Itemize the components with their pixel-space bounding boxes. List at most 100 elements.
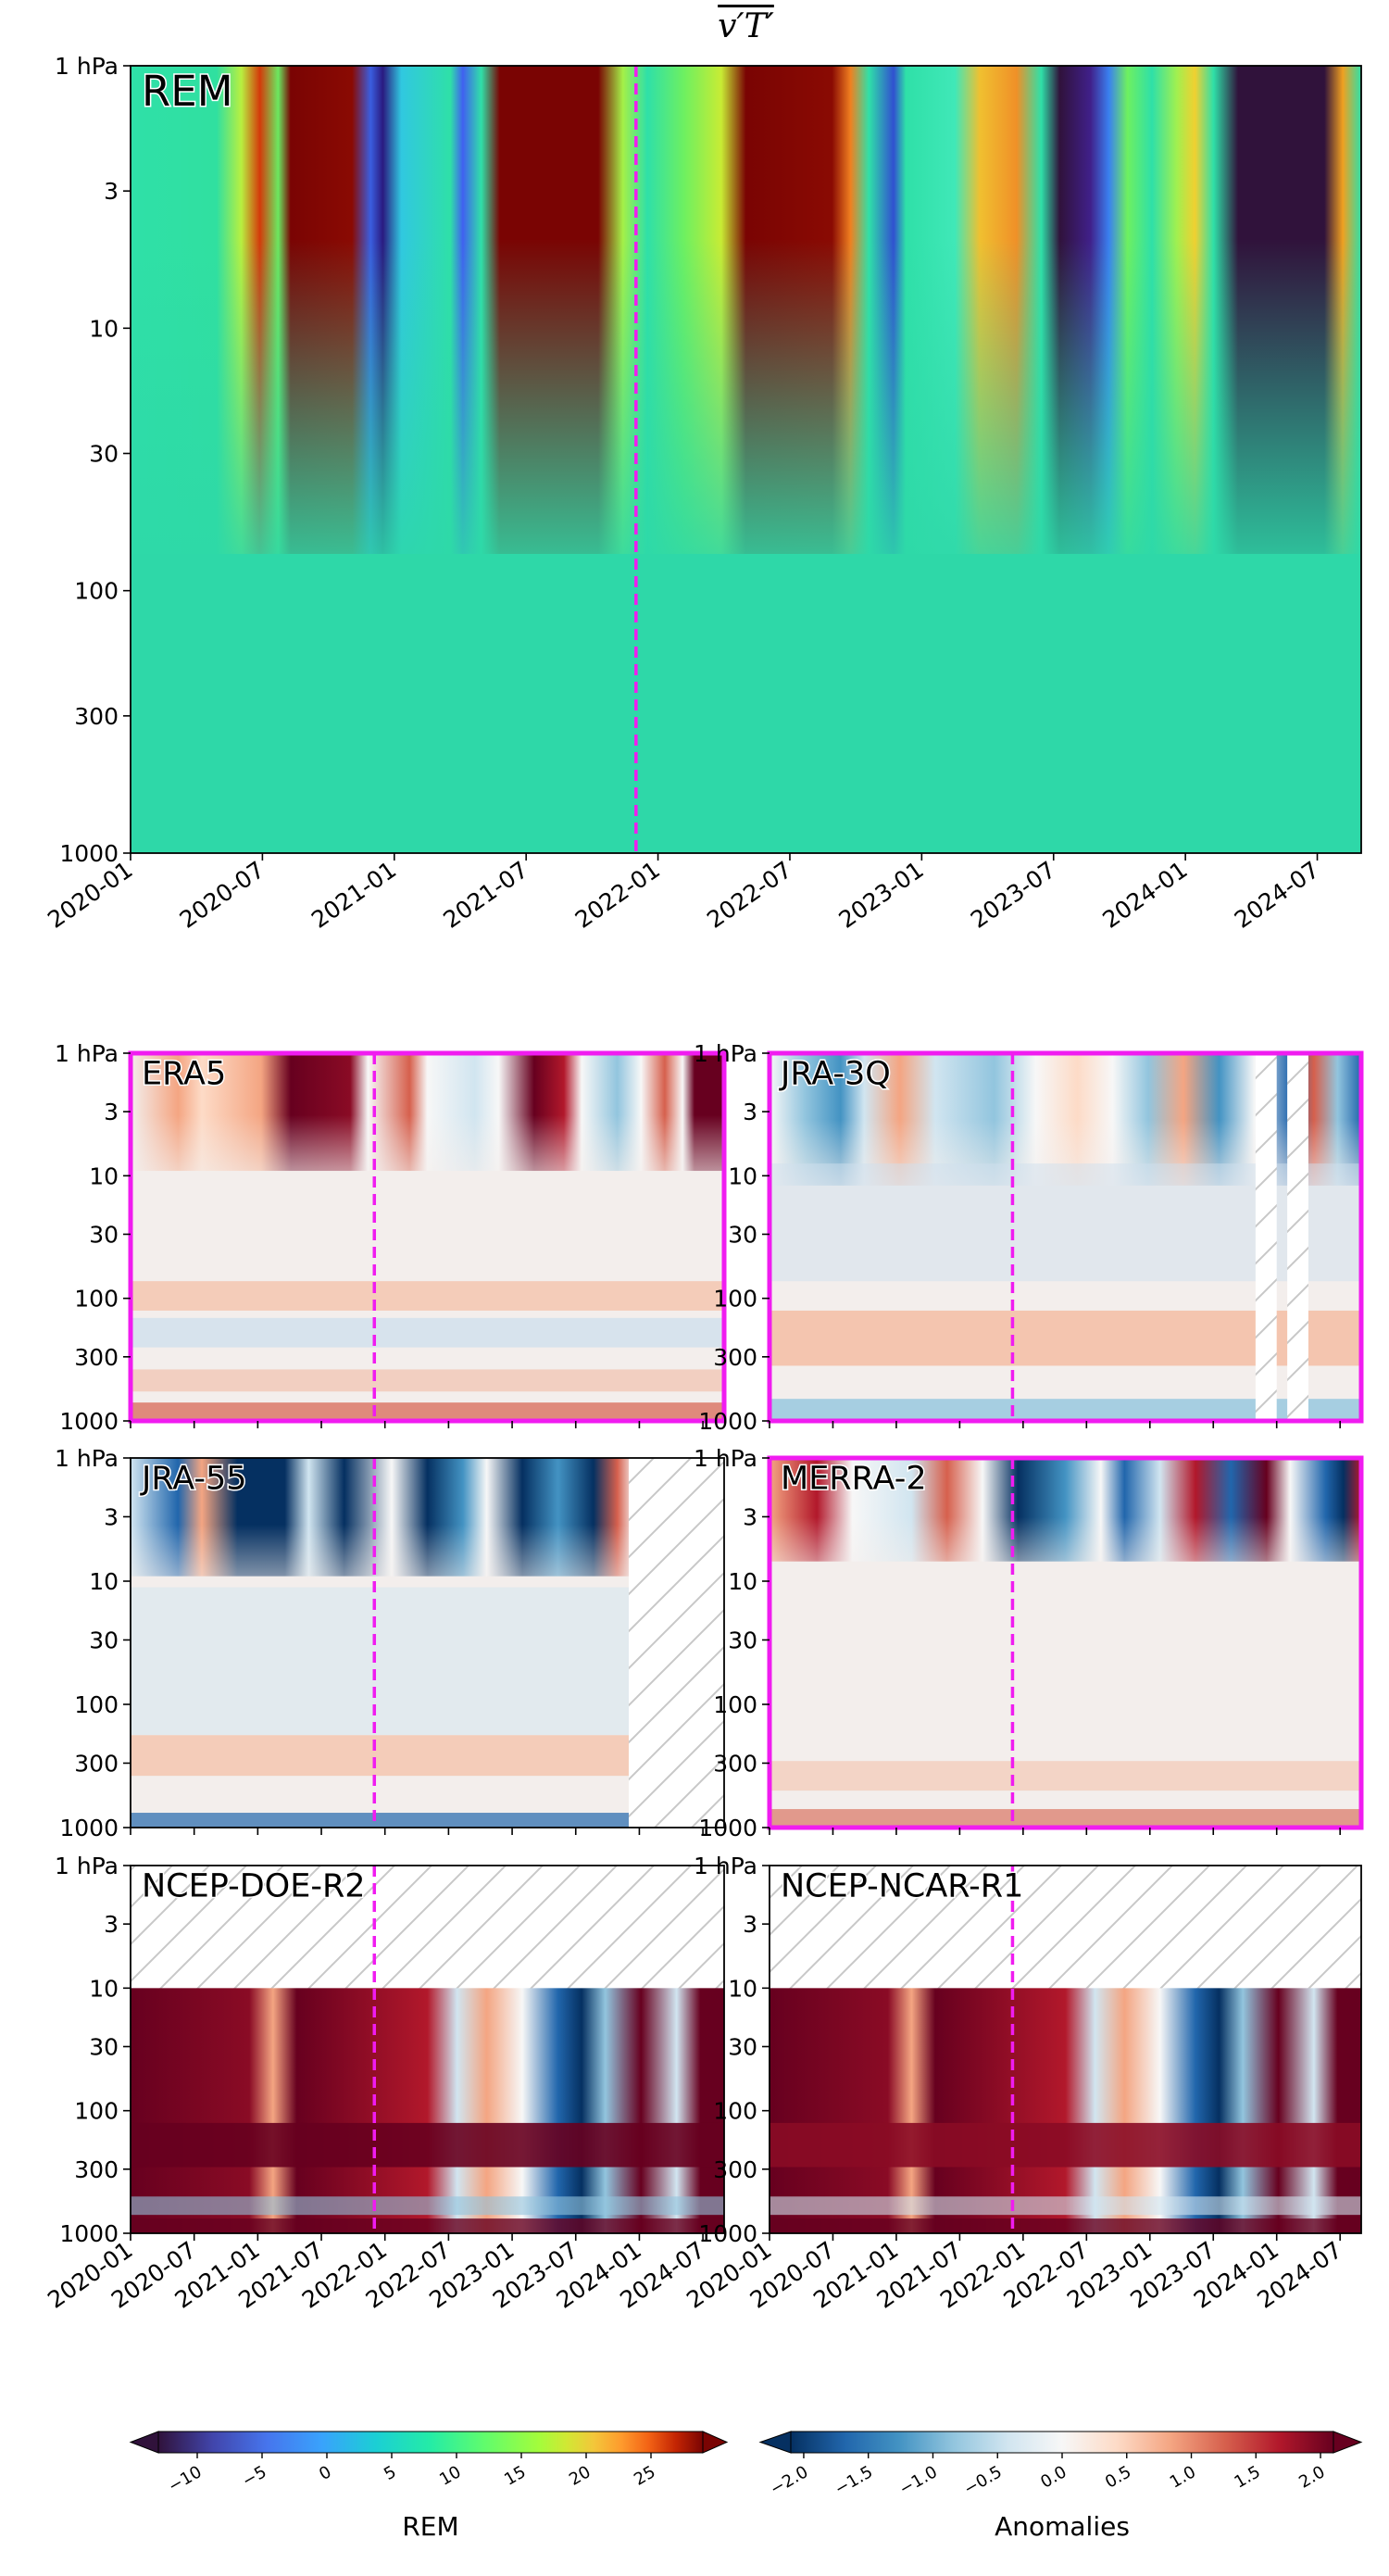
colorbar-tick-label: 2.0 bbox=[1295, 2462, 1328, 2493]
panel-label: NCEP-NCAR-R1 bbox=[781, 1867, 1023, 1904]
y-tick-label: 1 hPa bbox=[55, 1040, 119, 1067]
y-tick-label: 10 bbox=[728, 1162, 757, 1189]
figure-title: v′T′ bbox=[131, 7, 1361, 45]
y-tick-label: 10 bbox=[728, 1975, 757, 2002]
y-tick-label: 30 bbox=[89, 441, 119, 468]
y-tick-label: 1 hPa bbox=[694, 1445, 757, 1472]
y-tick-label: 1 hPa bbox=[55, 1853, 119, 1879]
colorbar-tick-label: 10 bbox=[436, 2462, 464, 2490]
contour-field bbox=[131, 1735, 724, 1777]
y-tick-label: 30 bbox=[89, 2033, 119, 2060]
missing-data-hatch bbox=[1287, 1053, 1308, 1421]
x-tick-label: 2020-01 bbox=[43, 856, 137, 934]
colorbar-tick-label: −1.5 bbox=[832, 2462, 876, 2499]
colorbar-extend bbox=[129, 2431, 159, 2454]
y-tick-label: 100 bbox=[713, 1691, 757, 1718]
contour-field bbox=[770, 1458, 1361, 1606]
y-tick-label: 10 bbox=[89, 1162, 119, 1189]
contour-field bbox=[131, 1369, 724, 1392]
y-tick-label: 100 bbox=[74, 1286, 119, 1313]
contour-field bbox=[131, 66, 1361, 853]
colorbar-tick-label: 0.0 bbox=[1037, 2462, 1070, 2493]
y-tick-label: 1 hPa bbox=[694, 1853, 757, 1879]
y-tick-label: 100 bbox=[74, 2098, 119, 2125]
contour-field bbox=[131, 1281, 724, 1311]
missing-data-hatch bbox=[1255, 1053, 1277, 1421]
y-tick-label: 10 bbox=[89, 1975, 119, 2002]
y-tick-label: 1000 bbox=[698, 2220, 757, 2247]
contour-field bbox=[770, 2196, 1361, 2216]
panel-frame bbox=[130, 1457, 725, 1828]
title-text: v′T′ bbox=[718, 7, 774, 45]
colorbar-tick-label: 15 bbox=[501, 2462, 529, 2490]
y-tick-label: 300 bbox=[713, 2156, 757, 2183]
panel-label: MERRA-2 bbox=[781, 1460, 927, 1497]
x-tick-label: 2023-01 bbox=[834, 856, 929, 934]
y-tick-label: 1 hPa bbox=[55, 1445, 119, 1472]
y-tick-label: 1000 bbox=[59, 2220, 119, 2247]
panel-frame bbox=[767, 1455, 1364, 1830]
panel-label: NCEP-DOE-R2 bbox=[142, 1867, 366, 1904]
colorbar-label: Anomalies bbox=[995, 2511, 1130, 2542]
y-tick-label: 300 bbox=[74, 1750, 119, 1777]
contour-field bbox=[770, 1399, 1361, 1421]
colorbar-label: REM bbox=[402, 2511, 458, 2542]
y-tick-label: 100 bbox=[74, 1691, 119, 1718]
colorbar-frame bbox=[157, 2431, 704, 2454]
x-tick-label: 2023-07 bbox=[966, 856, 1060, 934]
colorbar-tick-label: 0 bbox=[316, 2462, 334, 2484]
y-tick-label: 1 hPa bbox=[694, 1040, 757, 1067]
x-tick-label: 2024-01 bbox=[1097, 856, 1192, 934]
y-tick-label: 10 bbox=[728, 1568, 757, 1595]
y-tick-label: 3 bbox=[104, 178, 119, 205]
colorbar-tick-label: 25 bbox=[631, 2462, 658, 2490]
contour-field bbox=[131, 1987, 724, 2233]
contour-field bbox=[131, 1587, 724, 1736]
x-tick-label: 2020-07 bbox=[175, 856, 269, 934]
panel-label: JRA-55 bbox=[140, 1460, 247, 1497]
y-tick-label: 30 bbox=[728, 2033, 757, 2060]
y-tick-label: 10 bbox=[89, 315, 119, 342]
y-tick-label: 3 bbox=[743, 1099, 757, 1125]
y-tick-label: 1000 bbox=[59, 840, 119, 867]
y-tick-label: 300 bbox=[713, 1344, 757, 1371]
y-tick-label: 300 bbox=[74, 2156, 119, 2183]
y-tick-label: 3 bbox=[104, 1099, 119, 1125]
contour-field bbox=[131, 2196, 724, 2216]
x-tick-label: 2021-01 bbox=[307, 856, 401, 934]
missing-data-hatch bbox=[131, 1866, 724, 1989]
y-tick-label: 3 bbox=[743, 1911, 757, 1938]
y-tick-label: 300 bbox=[713, 1750, 757, 1777]
y-tick-label: 1000 bbox=[59, 1408, 119, 1435]
y-tick-label: 3 bbox=[743, 1503, 757, 1530]
contour-field bbox=[770, 1761, 1361, 1791]
panel-frame bbox=[130, 1865, 725, 2234]
colorbar-extend bbox=[702, 2431, 729, 2454]
y-tick-label: 100 bbox=[713, 2098, 757, 2125]
y-tick-label: 100 bbox=[713, 1286, 757, 1313]
colorbar bbox=[791, 2431, 1333, 2453]
y-tick-label: 100 bbox=[74, 578, 119, 605]
colorbar-tick-label: 1.0 bbox=[1167, 2462, 1199, 2493]
y-tick-label: 30 bbox=[89, 1627, 119, 1653]
y-tick-label: 1000 bbox=[59, 1815, 119, 1841]
x-tick-label: 2022-01 bbox=[570, 856, 665, 934]
colorbar-tick-label: 20 bbox=[566, 2462, 594, 2490]
y-tick-label: 300 bbox=[74, 1344, 119, 1371]
contour-field bbox=[131, 1317, 724, 1348]
panel-label: ERA5 bbox=[142, 1055, 226, 1092]
x-tick-label: 2022-07 bbox=[702, 856, 796, 934]
colorbar-tick-label: −0.5 bbox=[960, 2462, 1005, 2499]
missing-data-hatch bbox=[628, 1458, 724, 1828]
y-tick-label: 30 bbox=[728, 1627, 757, 1653]
colorbar-tick-label: −5 bbox=[239, 2462, 269, 2491]
y-tick-label: 1000 bbox=[698, 1408, 757, 1435]
y-tick-label: 30 bbox=[728, 1221, 757, 1248]
panel-label: JRA-3Q bbox=[779, 1055, 891, 1092]
contour-field bbox=[770, 1809, 1361, 1828]
contour-field bbox=[770, 1987, 1361, 2233]
y-tick-label: 10 bbox=[89, 1568, 119, 1595]
colorbar-tick-label: −10 bbox=[165, 2462, 205, 2496]
y-tick-label: 300 bbox=[74, 703, 119, 730]
